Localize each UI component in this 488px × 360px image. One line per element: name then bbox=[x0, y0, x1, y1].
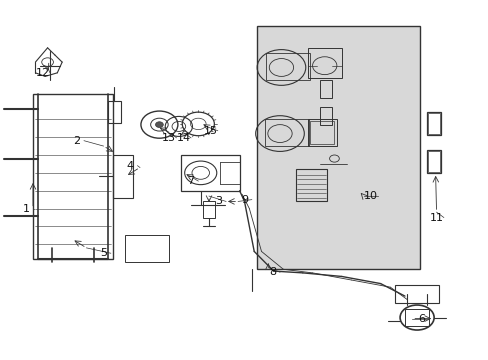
Text: 7: 7 bbox=[187, 176, 194, 186]
Text: 5: 5 bbox=[100, 248, 107, 258]
Bar bbox=[307, 119, 336, 146]
Bar bbox=[309, 121, 334, 144]
Bar bbox=[256, 26, 419, 269]
Text: 8: 8 bbox=[268, 267, 276, 277]
Bar bbox=[426, 150, 441, 173]
Bar bbox=[108, 102, 120, 123]
Bar bbox=[203, 202, 215, 217]
Text: 15: 15 bbox=[203, 126, 217, 136]
Text: 11: 11 bbox=[428, 212, 443, 222]
Text: 10: 10 bbox=[363, 191, 377, 201]
Bar bbox=[427, 151, 439, 172]
Bar bbox=[319, 80, 331, 98]
Bar bbox=[404, 309, 428, 327]
Text: 6: 6 bbox=[418, 314, 425, 324]
Bar bbox=[427, 113, 439, 134]
Bar bbox=[426, 112, 441, 135]
Text: 12: 12 bbox=[36, 68, 50, 78]
Text: 13: 13 bbox=[162, 133, 176, 143]
Text: 2: 2 bbox=[73, 136, 80, 146]
Text: 4: 4 bbox=[126, 161, 134, 171]
Bar bbox=[266, 53, 309, 80]
Bar bbox=[33, 94, 113, 258]
Bar bbox=[295, 169, 326, 202]
Bar bbox=[264, 119, 308, 146]
Text: 3: 3 bbox=[215, 197, 222, 206]
Bar bbox=[307, 48, 341, 78]
Bar bbox=[394, 285, 438, 303]
Bar bbox=[319, 107, 331, 125]
Bar bbox=[113, 155, 132, 198]
Text: 1: 1 bbox=[23, 203, 30, 213]
Bar bbox=[125, 235, 169, 262]
Circle shape bbox=[155, 122, 163, 127]
Text: 14: 14 bbox=[176, 133, 190, 143]
Bar bbox=[181, 155, 239, 191]
Text: 9: 9 bbox=[241, 195, 247, 204]
